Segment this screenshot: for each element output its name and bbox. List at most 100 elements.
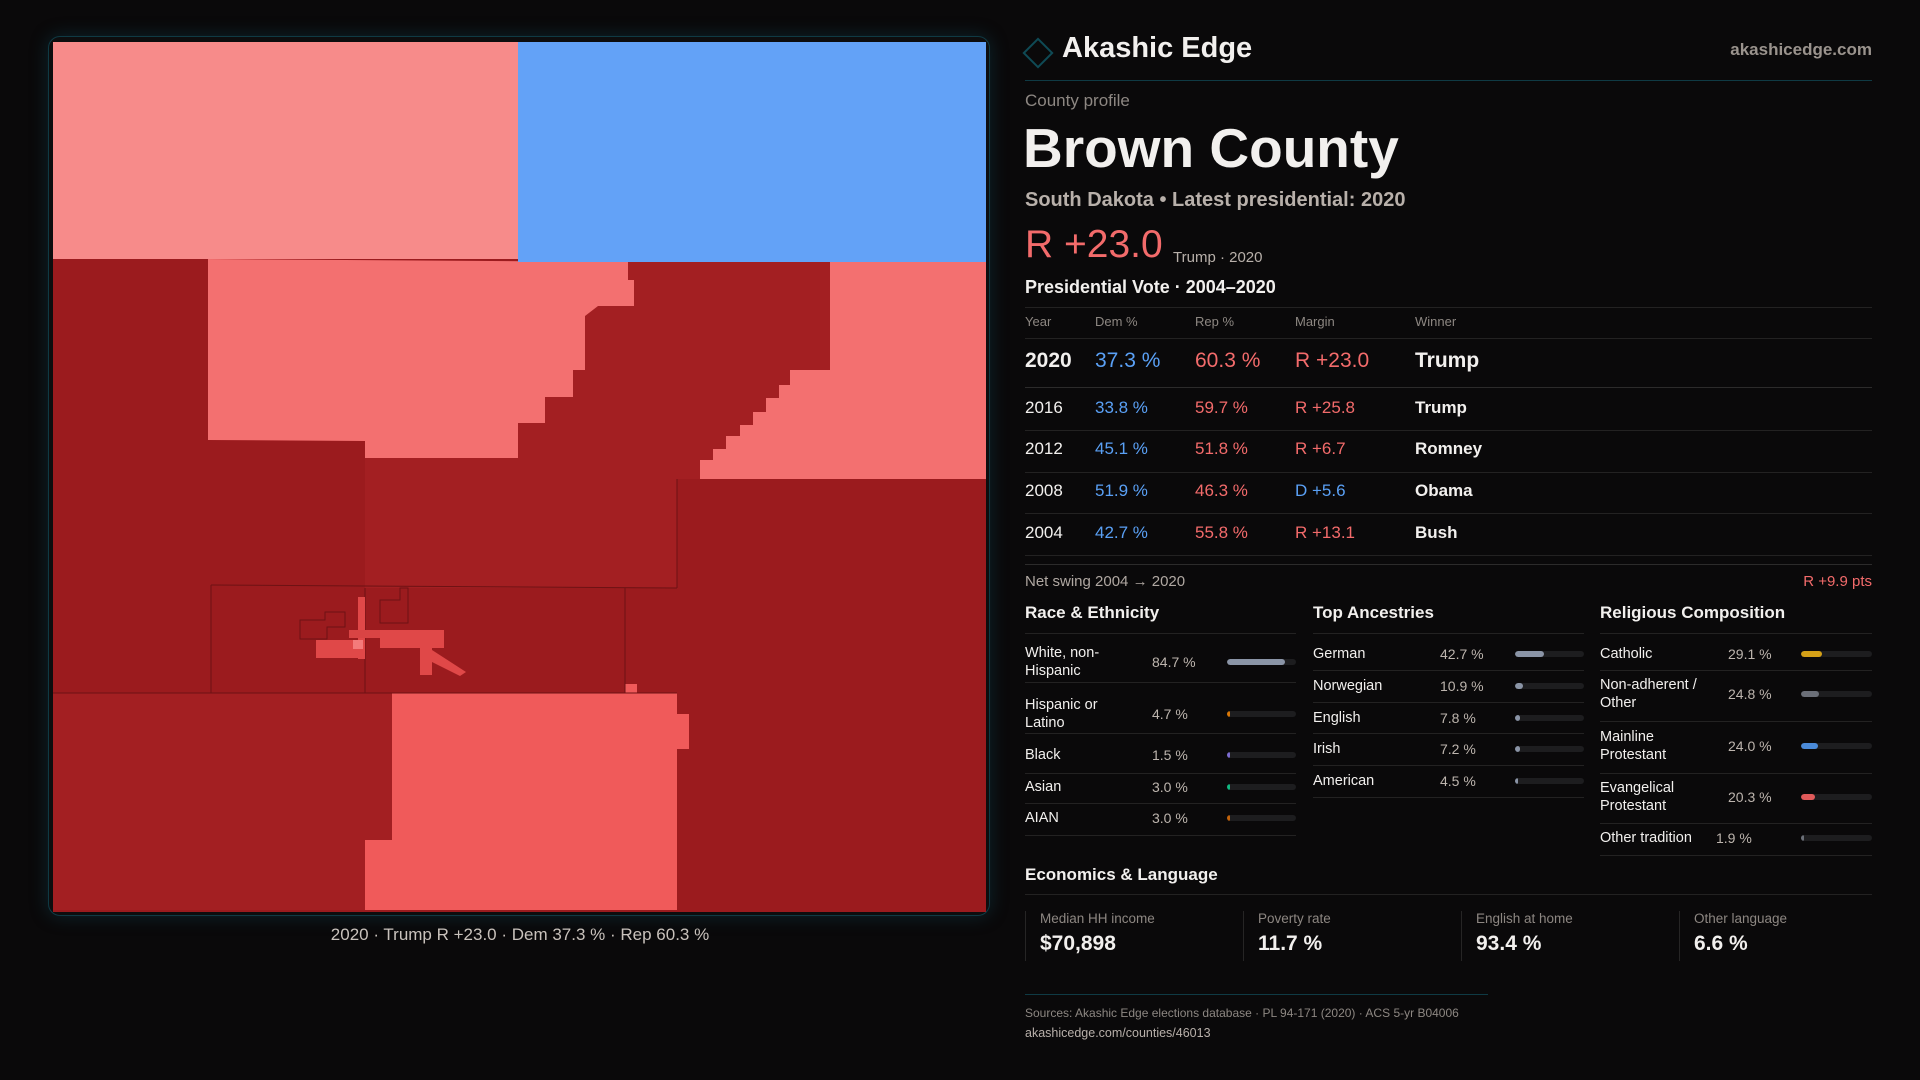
religion-bar — [1801, 651, 1872, 657]
race-value: 3.0 % — [1152, 779, 1188, 795]
stat-card-income: Median HH income $70,898 — [1025, 911, 1155, 961]
row-winner: Bush — [1415, 523, 1458, 542]
precinct-northeast-dem[interactable] — [518, 42, 986, 262]
stat-label: English at home — [1476, 911, 1573, 926]
row-year: 2008 — [1025, 481, 1063, 500]
religion-label: Catholic — [1600, 646, 1653, 662]
row-winner: Trump — [1415, 398, 1467, 417]
row-margin: R +25.8 — [1295, 398, 1356, 417]
ancestry-title: Top Ancestries — [1313, 603, 1434, 622]
ancestry-bar — [1515, 715, 1584, 721]
religion-bar-fill — [1801, 743, 1819, 749]
footer-divider — [1025, 994, 1488, 995]
stat-card-other-language: Other language 6.6 % — [1679, 911, 1787, 961]
footer-url[interactable]: akashicedge.com/counties/46013 — [1025, 1026, 1211, 1040]
race-value: 4.7 % — [1152, 706, 1188, 722]
city-precincts[interactable] — [316, 597, 466, 676]
row-dem: 42.7 % — [1095, 523, 1148, 542]
headline-margin: R +23.0 — [1025, 223, 1163, 266]
site-link[interactable]: akashicedge.com — [1730, 40, 1872, 59]
row-rep: 55.8 % — [1195, 523, 1248, 542]
ancestry-bar — [1515, 778, 1584, 784]
row-dem: 33.8 % — [1095, 398, 1148, 417]
precinct-south-west[interactable] — [53, 693, 392, 910]
race-title: Race & Ethnicity — [1025, 603, 1160, 622]
race-bar-fill — [1227, 752, 1230, 758]
race-label: White, non-Hispanic — [1025, 645, 1100, 679]
religion-bar — [1801, 794, 1872, 800]
row-margin: R +23.0 — [1295, 349, 1370, 372]
precinct-east-pink[interactable] — [700, 262, 986, 479]
headline-margin-note: Trump · 2020 — [1173, 249, 1263, 266]
race-label: Black — [1025, 747, 1061, 763]
race-label: Asian — [1025, 779, 1062, 795]
race-label: Hispanic or Latino — [1025, 697, 1098, 731]
ancestry-bar-fill — [1515, 715, 1521, 721]
row-rep: 60.3 % — [1195, 349, 1261, 372]
row-rep: 59.7 % — [1195, 398, 1248, 417]
ancestry-bar-fill — [1515, 683, 1523, 689]
row-rep: 51.8 % — [1195, 439, 1248, 458]
col-dem: Dem % — [1095, 314, 1138, 329]
ancestry-label: Irish — [1313, 741, 1341, 757]
col-winner: Winner — [1415, 314, 1457, 329]
stat-value: 11.7 % — [1258, 932, 1323, 955]
ancestry-bar — [1515, 746, 1584, 752]
stat-value: 93.4 % — [1476, 932, 1542, 955]
religion-label: Other tradition — [1600, 830, 1692, 846]
header-divider — [1025, 80, 1872, 81]
row-winner: Trump — [1415, 349, 1480, 372]
race-value: 3.0 % — [1152, 810, 1188, 826]
stat-label: Median HH income — [1040, 911, 1155, 926]
row-dem: 51.9 % — [1095, 481, 1148, 500]
ancestry-label: English — [1313, 710, 1361, 726]
race-bar-fill — [1227, 711, 1231, 717]
stat-card-english: English at home 93.4 % — [1461, 911, 1573, 961]
ancestry-label: German — [1313, 646, 1366, 662]
ancestry-bar-fill — [1515, 651, 1545, 657]
ancestry-label: American — [1313, 773, 1375, 789]
row-year: 2016 — [1025, 398, 1063, 417]
race-bar-fill — [1227, 659, 1286, 665]
race-bar-fill — [1227, 784, 1230, 790]
col-year: Year — [1025, 314, 1052, 329]
swing-value: R +9.9 pts — [1803, 573, 1872, 590]
religion-value: 1.9 % — [1716, 830, 1752, 846]
row-dem: 37.3 % — [1095, 349, 1161, 372]
brand-name: Akashic Edge — [1062, 32, 1253, 64]
race-bar-fill — [1227, 815, 1230, 821]
row-margin: R +6.7 — [1295, 439, 1346, 458]
row-year: 2020 — [1025, 349, 1072, 372]
religion-bar-fill — [1801, 651, 1822, 657]
race-bar — [1227, 711, 1296, 717]
ancestry-label: Norwegian — [1313, 678, 1383, 694]
map-caption: 2020 · Trump R +23.0 · Dem 37.3 % · Rep … — [330, 925, 710, 944]
race-label: AIAN — [1025, 810, 1059, 826]
row-winner: Romney — [1415, 439, 1483, 458]
ancestry-bar — [1515, 651, 1584, 657]
precinct-south-central[interactable] — [365, 684, 689, 910]
precinct-north-central[interactable] — [365, 262, 830, 588]
profile-eyebrow: County profile — [1025, 91, 1130, 110]
religion-label: Non-adherent / Other — [1600, 677, 1697, 711]
stat-value: $70,898 — [1040, 932, 1116, 955]
race-value: 84.7 % — [1152, 654, 1196, 670]
swing-label: Net swing 2004 → 2020 — [1025, 573, 1186, 590]
page-title: Brown County — [1023, 117, 1399, 179]
religion-bar-fill — [1801, 835, 1804, 841]
religion-title: Religious Composition — [1600, 603, 1786, 622]
row-year: 2004 — [1025, 523, 1063, 542]
ancestry-bar — [1515, 683, 1584, 689]
profile-subtitle: South Dakota • Latest presidential: 2020 — [1025, 189, 1406, 211]
footer-sources: Sources: Akashic Edge elections database… — [1025, 1006, 1459, 1020]
row-dem: 45.1 % — [1095, 439, 1148, 458]
ancestry-value: 4.5 % — [1440, 773, 1476, 789]
religion-bar — [1801, 691, 1872, 697]
precinct-north-west-pink[interactable] — [208, 259, 634, 458]
row-margin: R +13.1 — [1295, 523, 1356, 542]
precinct-northwest[interactable] — [53, 42, 518, 259]
religion-value: 29.1 % — [1728, 646, 1772, 662]
stat-label: Other language — [1694, 911, 1788, 926]
religion-bar-fill — [1801, 794, 1816, 800]
stat-value: 6.6 % — [1694, 932, 1748, 955]
